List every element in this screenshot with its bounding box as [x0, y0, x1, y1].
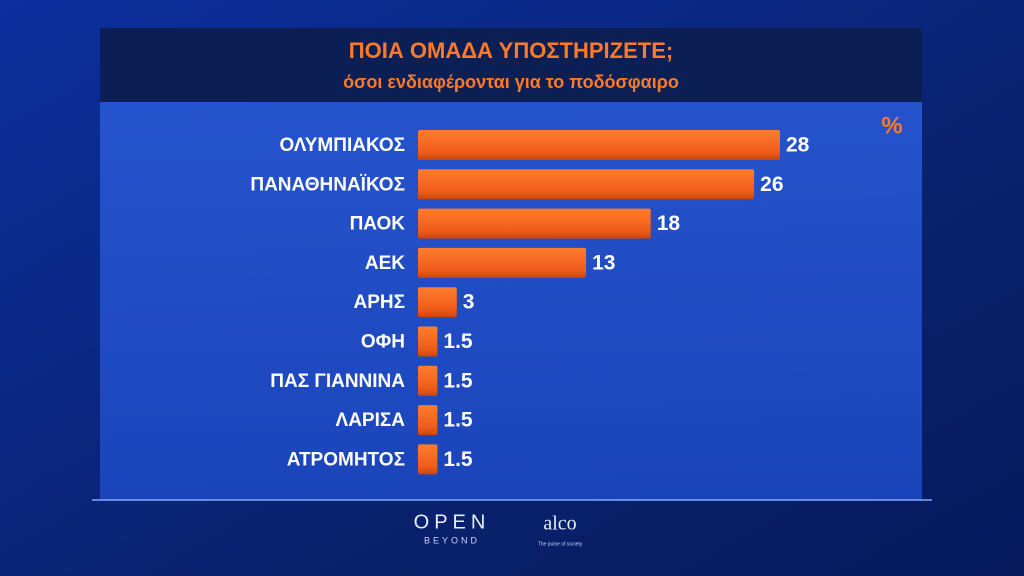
bar	[418, 287, 457, 318]
value-label: 13	[592, 251, 615, 274]
category-label: ΑΡΗΣ	[353, 292, 405, 313]
value-label: 3	[463, 291, 475, 314]
bar	[418, 169, 755, 200]
unit-label: %	[881, 112, 902, 139]
category-label: ΟΛΥΜΠΙΑΚΟΣ	[280, 135, 405, 156]
category-label: ΛΑΡΙΣΑ	[336, 410, 406, 431]
bar	[418, 365, 438, 396]
value-label: 1.5	[443, 409, 473, 432]
bar	[418, 208, 651, 239]
category-label: ΠΑΝΑΘΗΝΑΪΚΟΣ	[250, 174, 405, 195]
category-label: ΠΑΟΚ	[350, 214, 406, 235]
bar	[418, 130, 780, 160]
category-label: ΑΕΚ	[365, 253, 405, 274]
value-label: 26	[760, 173, 783, 196]
bar	[418, 247, 587, 278]
bar	[418, 405, 438, 436]
bar	[418, 326, 438, 357]
value-label: 28	[786, 134, 810, 157]
value-label: 18	[657, 212, 681, 235]
category-label: ΠΑΣ ΓΙΑΝΝΙΝΑ	[270, 371, 405, 392]
chart-title: ΠΟΙΑ ΟΜΑΔΑ ΥΠΟΣΤΗΡΙΖΕΤΕ;	[349, 38, 673, 63]
bar	[418, 444, 438, 475]
value-label: 1.5	[443, 369, 473, 392]
value-label: 1.5	[443, 330, 473, 353]
pollster-sub: The pulse of society	[538, 541, 583, 547]
channel-sub: BEYOND	[424, 535, 480, 545]
category-label: ΑΤΡΟΜΗΤΟΣ	[287, 449, 405, 470]
channel-logo: OPEN	[414, 511, 491, 533]
category-label: ΟΦΗ	[361, 332, 405, 353]
pollster-logo: alco	[543, 513, 576, 535]
value-label: 1.5	[443, 448, 473, 471]
header	[100, 28, 922, 102]
chart-subtitle: όσοι ενδιαφέρονται για το ποδόσφαιρο	[343, 72, 679, 92]
